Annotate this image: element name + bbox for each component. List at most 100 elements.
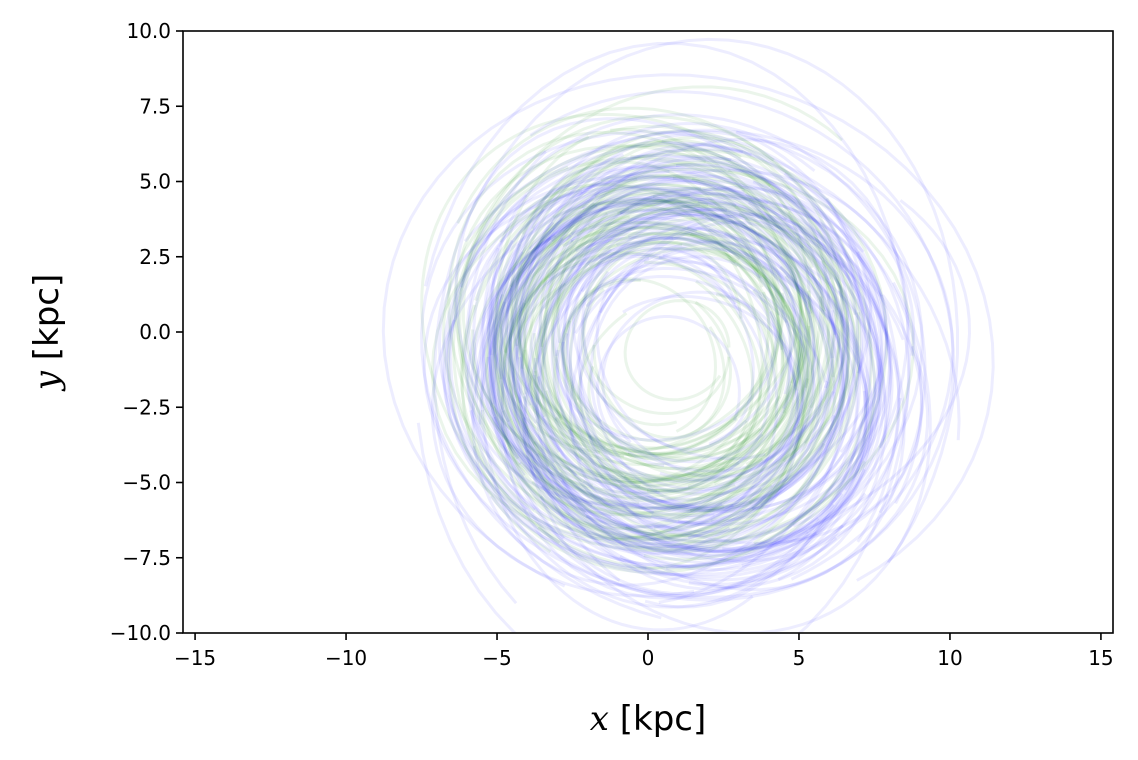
y-axis-label-var: y [27, 370, 67, 392]
blue-orbit-track [555, 260, 778, 442]
blue-orbit-track [527, 213, 816, 510]
green-orbit-track [511, 197, 845, 517]
blue-orbit-track [491, 162, 850, 529]
green-orbit-track [533, 265, 812, 481]
y-tick-label: −5.0 [122, 471, 171, 495]
blue-orbit-track [448, 129, 924, 568]
blue-orbit-track [464, 150, 844, 609]
green-orbit-track [552, 247, 801, 429]
green-orbit-track [484, 199, 835, 518]
green-orbit-track [556, 186, 797, 478]
blue-orbit-track [506, 165, 837, 424]
blue-orbit-track [553, 254, 771, 484]
green-orbit-track [420, 112, 742, 544]
green-orbit-track [498, 183, 821, 515]
y-tick-label: −2.5 [122, 395, 171, 419]
green-orbit-track [513, 211, 780, 505]
blue-orbit-track [507, 200, 886, 558]
blue-orbit-track [474, 168, 916, 512]
green-orbit-track [503, 174, 826, 519]
blue-orbit-track [595, 255, 755, 451]
green-orbit-track [430, 167, 915, 553]
blue-orbit-track [501, 170, 867, 561]
green-orbit-track [517, 251, 763, 488]
blue-orbit-track [488, 158, 924, 505]
green-orbit-track [447, 124, 850, 554]
blue-orbit-track [519, 144, 869, 609]
blue-orbit-track [581, 226, 801, 479]
green-orbit-track [509, 160, 784, 350]
green-orbit-track [522, 232, 813, 485]
green-orbit-track [587, 293, 770, 450]
y-tick-label: −7.5 [122, 546, 171, 570]
green-orbit-track [520, 204, 809, 384]
blue-orbit-track [488, 194, 850, 530]
green-orbit-track [537, 169, 813, 571]
green-orbit-track [552, 201, 806, 466]
blue-orbit-track [518, 216, 843, 513]
green-orbit-track [498, 288, 787, 462]
green-orbit-track [461, 156, 841, 487]
blue-orbit-track [598, 236, 859, 511]
blue-orbit-track [575, 235, 872, 528]
green-orbit-track [514, 143, 851, 513]
green-orbit-track [561, 278, 733, 443]
blue-orbit-track [519, 207, 869, 551]
green-orbit-track [493, 231, 806, 510]
blue-orbit-track [532, 227, 845, 518]
blue-orbit-track [467, 177, 905, 551]
green-orbit-track [543, 177, 781, 482]
blue-orbit-track [442, 199, 972, 555]
green-orbit-track [508, 240, 683, 458]
blue-orbit-track [481, 236, 868, 557]
blue-orbit-track [489, 90, 956, 602]
green-orbit-track [577, 312, 748, 460]
green-orbit-track [540, 209, 783, 485]
x-axis-ticks: −15 −10 −5 0 5 10 15 [174, 633, 1114, 670]
blue-orbit-track [416, 41, 912, 633]
green-orbit-track [550, 224, 761, 460]
green-orbit-track [494, 135, 816, 537]
blue-orbit-track [478, 156, 863, 604]
blue-orbit-track [433, 37, 959, 605]
blue-orbit-track [500, 137, 910, 600]
blue-orbit-track [619, 191, 881, 567]
blue-orbit-track [508, 154, 902, 553]
green-orbit-track [554, 195, 764, 493]
green-orbit-track [520, 246, 781, 467]
blue-orbit-track [510, 213, 892, 525]
green-orbit-track [533, 212, 809, 515]
blue-orbit-track [565, 266, 816, 473]
blue-orbit-track [515, 133, 901, 582]
blue-orbit-track [622, 294, 804, 482]
green-orbit-track [499, 204, 841, 513]
blue-orbit-track [619, 200, 901, 582]
green-orbit-track [470, 259, 857, 492]
blue-orbit-track [532, 290, 862, 569]
green-orbit-track [568, 236, 790, 501]
blue-orbit-track [554, 242, 801, 538]
green-orbit-track [460, 148, 889, 574]
x-tick-label: −10 [325, 646, 367, 670]
blue-orbit-track [499, 121, 838, 586]
green-orbit-track [551, 200, 762, 449]
blue-orbit-track [444, 141, 809, 576]
green-orbit-track [492, 174, 804, 499]
blue-orbit-track [523, 212, 817, 556]
blue-orbit-track [488, 207, 866, 598]
green-orbit-track [580, 240, 743, 427]
blue-orbit-track [568, 220, 835, 529]
green-orbit-track [521, 138, 812, 530]
green-orbit-track [523, 207, 805, 538]
green-orbit-track [519, 225, 804, 510]
blue-orbit-track [537, 180, 847, 515]
green-orbit-track [447, 130, 835, 554]
green-orbit-track [480, 275, 815, 550]
green-orbit-track [518, 215, 793, 456]
blue-orbit-track [576, 247, 738, 423]
blue-orbit-track [492, 186, 829, 511]
blue-orbit-track [522, 212, 866, 540]
blue-orbit-track [511, 196, 889, 519]
blue-orbit-track [548, 232, 803, 495]
